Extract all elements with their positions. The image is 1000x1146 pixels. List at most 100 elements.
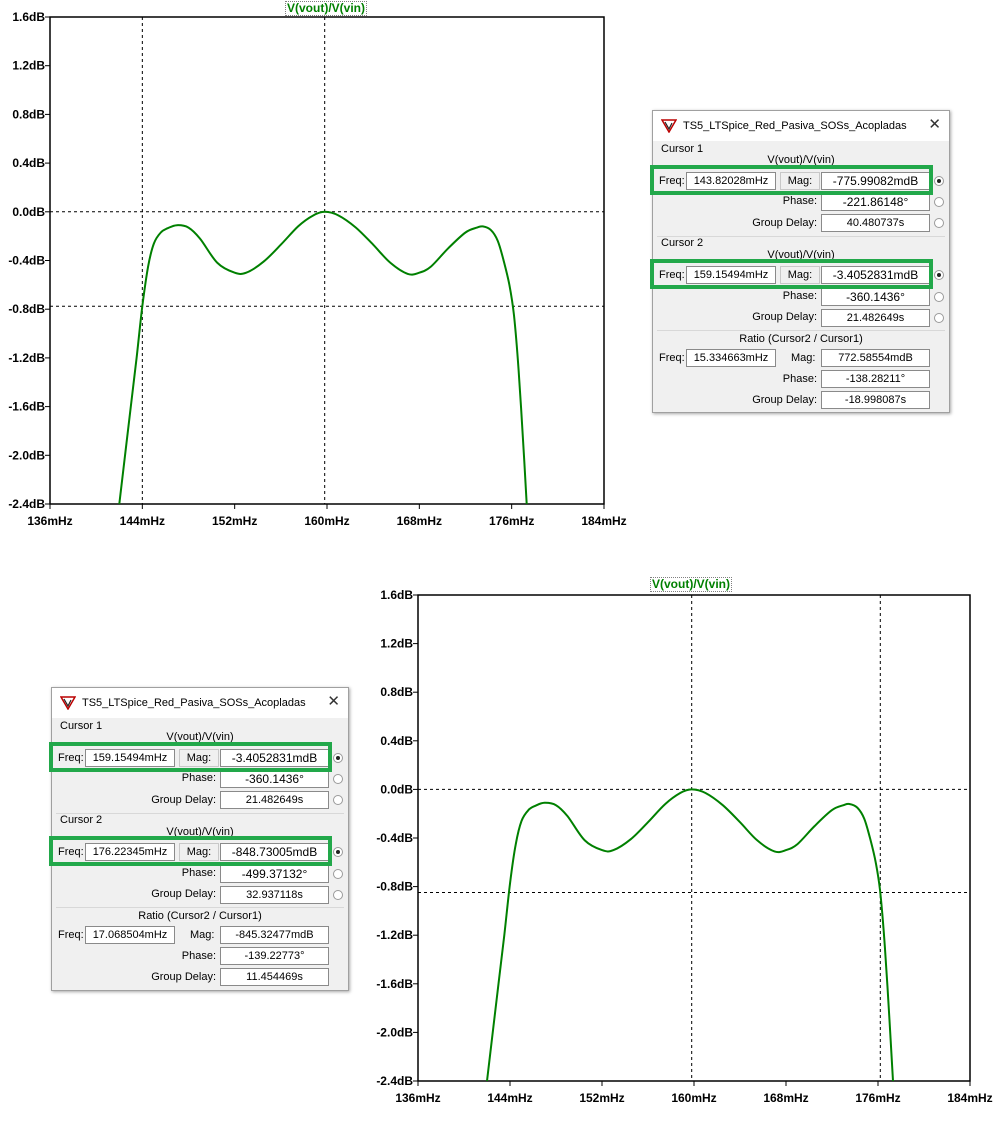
y-tick-label: 0.8dB — [380, 685, 413, 699]
cursor1-freq-field[interactable]: 143.82028mHz — [686, 172, 776, 190]
cursor2-mag-radio[interactable] — [333, 847, 343, 857]
x-tick-label: 184mHz — [581, 514, 626, 528]
y-tick-label: -0.4dB — [8, 254, 45, 268]
cursor1-group-delay-field[interactable]: 40.480737s — [821, 214, 930, 232]
separator — [657, 236, 945, 237]
group-delay-label: Group Delay: — [752, 394, 817, 406]
cursor2-freq-field[interactable]: 159.15494mHz — [686, 266, 776, 284]
ltspice-icon — [60, 696, 76, 710]
cursor1-phase-field[interactable]: -360.1436° — [220, 770, 329, 788]
x-tick-label: 184mHz — [947, 1091, 992, 1105]
ratio-mag-field[interactable]: 772.58554mdB — [821, 349, 930, 367]
window-titlebar[interactable]: TS5_LTSpice_Red_Pasiva_SOSs_Acopladas ✕ — [52, 688, 348, 718]
ratio-group-delay-field[interactable]: 11.454469s — [220, 968, 329, 986]
cursor1-phase-field[interactable]: -221.86148° — [821, 193, 930, 211]
top-chart[interactable]: 1.6dB 1.2dB 0.8dB 0.4dB 0.0dB -0.4dB -0.8dB -1.… — [0, 0, 640, 535]
cursor1-highlight-box — [650, 165, 933, 195]
mag-label: Mag: — [190, 929, 215, 941]
cursor1-group-delay-field[interactable]: 21.482649s — [220, 791, 329, 809]
y-tick-label: -1.6dB — [8, 400, 45, 414]
ratio-mag-field[interactable]: -845.32477mdB — [220, 926, 329, 944]
separator — [56, 907, 344, 908]
freq-label: Freq: — [58, 846, 84, 858]
cursor2-group-delay-radio[interactable] — [333, 890, 343, 900]
window-title: TS5_LTSpice_Red_Pasiva_SOSs_Acopladas — [683, 120, 907, 132]
group-delay-label: Group Delay: — [151, 971, 216, 983]
cursor1-group-delay-radio[interactable] — [333, 795, 343, 805]
cursor2-mag-field[interactable]: -848.73005mdB — [220, 843, 329, 861]
y-tick-label: 0.8dB — [12, 107, 45, 121]
ratio-freq-field[interactable]: 15.334663mHz — [686, 349, 776, 367]
ratio-freq-field[interactable]: 17.068504mHz — [85, 926, 175, 944]
series-line — [486, 788, 894, 1081]
window-title: TS5_LTSpice_Red_Pasiva_SOSs_Acopladas — [82, 697, 306, 709]
cursor1-mag-field[interactable]: -3.4052831mdB — [220, 749, 329, 767]
x-tick-label: 176mHz — [855, 1091, 900, 1105]
cursor2-group-delay-radio[interactable] — [934, 313, 944, 323]
x-tick-label: 160mHz — [671, 1091, 716, 1105]
y-tick-label: -0.8dB — [8, 302, 45, 316]
cursor1-phase-radio[interactable] — [934, 197, 944, 207]
cursor2-group-delay-field[interactable]: 32.937118s — [220, 886, 329, 904]
y-tick-label: -0.8dB — [376, 880, 413, 894]
separator — [56, 813, 344, 814]
phase-label: Phase: — [782, 373, 817, 385]
cursor1-group-delay-radio[interactable] — [934, 218, 944, 228]
bottom-chart[interactable]: 1.6dB 1.2dB 0.8dB 0.4dB 0.0dB -0.4dB -0.8dB -1.… — [360, 575, 1000, 1115]
freq-label: Freq: — [58, 929, 84, 941]
cursor2-phase-field[interactable]: -499.37132° — [220, 865, 329, 883]
phase-label: Phase: — [181, 772, 216, 784]
close-icon[interactable]: ✕ — [928, 116, 941, 133]
plot-frame — [417, 594, 971, 1082]
cursor2-highlight-box — [49, 836, 332, 866]
y-tick-label: -1.2dB — [376, 928, 413, 942]
cursor2-phase-radio[interactable] — [934, 292, 944, 302]
separator — [657, 330, 945, 331]
top-plot-pane[interactable]: V(vout)/V(vin) 1.6dB 1.2dB 0.8dB 0.4dB 0.0dB… — [0, 0, 640, 535]
y-tick-label: 1.2dB — [12, 59, 45, 73]
cursor1-expression: V(vout)/V(vin) — [767, 154, 835, 166]
phase-label: Phase: — [782, 195, 817, 207]
ratio-phase-field[interactable]: -138.28211° — [821, 370, 930, 388]
cursor1-header: Cursor 1 — [661, 143, 704, 155]
cursor2-header: Cursor 2 — [60, 814, 103, 826]
cursor2-mag-radio[interactable] — [934, 270, 944, 280]
bottom-plot-pane[interactable]: V(vout)/V(vin) 1.6dB 1.2dB 0.8dB 0.4dB 0.0dB… — [360, 575, 1000, 1115]
phase-label: Phase: — [782, 290, 817, 302]
ratio-header: Ratio (Cursor2 / Cursor1) — [138, 910, 262, 922]
cursor1-mag-radio[interactable] — [333, 753, 343, 763]
x-tick-label: 144mHz — [120, 514, 165, 528]
cursor2-freq-field[interactable]: 176.22345mHz — [85, 843, 175, 861]
trace-title[interactable]: V(vout)/V(vin) — [285, 1, 367, 16]
plot-frame — [49, 16, 605, 505]
freq-label: Freq: — [58, 752, 84, 764]
mag-label: Mag: — [791, 352, 816, 364]
cursor1-phase-radio[interactable] — [333, 774, 343, 784]
series-line — [118, 210, 528, 504]
cursor1-freq-field[interactable]: 159.15494mHz — [85, 749, 175, 767]
cursor1-mag-field[interactable]: -775.99082mdB — [821, 172, 930, 190]
trace-title[interactable]: V(vout)/V(vin) — [650, 577, 732, 592]
group-delay-label: Group Delay: — [151, 888, 216, 900]
close-icon[interactable]: ✕ — [327, 693, 340, 710]
cursor2-header: Cursor 2 — [661, 237, 704, 249]
y-tick-label: 0.0dB — [12, 205, 45, 219]
ratio-phase-field[interactable]: -139.22773° — [220, 947, 329, 965]
x-tick-label: 136mHz — [395, 1091, 440, 1105]
cursor1-mag-radio[interactable] — [934, 176, 944, 186]
freq-label: Freq: — [659, 352, 685, 364]
cursor2-group-delay-field[interactable]: 21.482649s — [821, 309, 930, 327]
x-tick-label: 168mHz — [763, 1091, 808, 1105]
ratio-group-delay-field[interactable]: -18.998087s — [821, 391, 930, 409]
cursor2-phase-field[interactable]: -360.1436° — [821, 288, 930, 306]
cursor1-header: Cursor 1 — [60, 720, 103, 732]
ltspice-icon — [661, 119, 677, 133]
y-tick-label: -2.4dB — [8, 497, 45, 511]
mag-label-box: Mag: — [780, 266, 820, 284]
window-titlebar[interactable]: TS5_LTSpice_Red_Pasiva_SOSs_Acopladas ✕ — [653, 111, 949, 141]
cursor2-mag-field[interactable]: -3.4052831mdB — [821, 266, 930, 284]
group-delay-label: Group Delay: — [151, 794, 216, 806]
cursor2-phase-radio[interactable] — [333, 869, 343, 879]
freq-label: Freq: — [659, 269, 685, 281]
y-tick-label: 0.4dB — [380, 734, 413, 748]
